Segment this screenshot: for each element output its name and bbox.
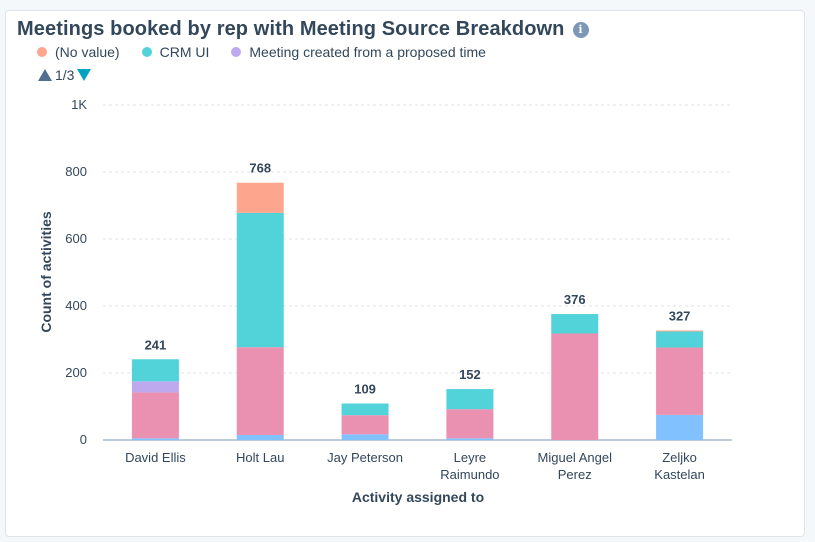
bar-segment[interactable] bbox=[236, 212, 284, 348]
bar-total-label: 376 bbox=[564, 292, 586, 307]
info-icon[interactable]: i bbox=[572, 21, 589, 38]
x-tick-label: Leyre bbox=[454, 450, 487, 465]
legend-item-no-value[interactable]: (No value) bbox=[37, 44, 120, 60]
bar-total-label: 109 bbox=[354, 381, 376, 396]
bar-total-label: 327 bbox=[669, 308, 691, 323]
bar-segment[interactable] bbox=[446, 438, 494, 440]
bar-total-label: 768 bbox=[249, 161, 271, 176]
pager-up-icon[interactable] bbox=[38, 69, 52, 81]
x-tick-label: Holt Lau bbox=[236, 450, 284, 465]
x-tick-label: Miguel Angel bbox=[538, 450, 613, 465]
x-tick-label: David Ellis bbox=[125, 450, 186, 465]
bar-segment[interactable] bbox=[236, 434, 284, 440]
pager-text: 1/3 bbox=[55, 67, 75, 83]
bar-segment[interactable] bbox=[656, 414, 704, 440]
bar-segment[interactable] bbox=[341, 434, 389, 440]
bar-segment[interactable] bbox=[131, 392, 179, 439]
y-tick-label: 0 bbox=[80, 432, 87, 447]
legend-item-crm-ui[interactable]: CRM UI bbox=[141, 44, 210, 60]
chart-card bbox=[5, 10, 805, 537]
y-tick-label: 1K bbox=[71, 97, 87, 112]
bar-segment[interactable] bbox=[236, 347, 284, 435]
x-tick-label: Jay Peterson bbox=[327, 450, 403, 465]
legend-dot-icon bbox=[231, 47, 242, 57]
legend-label: Meeting created from a proposed time bbox=[249, 44, 486, 60]
x-axis-title: Activity assigned to bbox=[352, 489, 484, 505]
bar-segment[interactable] bbox=[341, 403, 389, 416]
y-tick-label: 600 bbox=[65, 231, 87, 246]
bar-segment[interactable] bbox=[131, 381, 179, 393]
x-tick-label: Perez bbox=[558, 467, 592, 482]
bar-segment[interactable] bbox=[656, 347, 704, 415]
x-tick-label: Raimundo bbox=[440, 467, 499, 482]
legend-pager: 1/3 bbox=[38, 67, 92, 83]
bar-segment[interactable] bbox=[446, 409, 494, 439]
bar-segment[interactable] bbox=[341, 415, 389, 435]
bar-segment[interactable] bbox=[236, 182, 284, 213]
pager-down-icon[interactable] bbox=[77, 69, 92, 81]
bar-segment[interactable] bbox=[656, 331, 704, 348]
bar-total-label: 241 bbox=[145, 337, 167, 352]
bar-segment[interactable] bbox=[656, 330, 704, 332]
y-axis-title: Count of activities bbox=[38, 211, 54, 333]
legend-dot-icon bbox=[141, 47, 152, 57]
legend-dot-icon bbox=[37, 47, 47, 57]
bar-segment[interactable] bbox=[446, 389, 494, 410]
bar-segment[interactable] bbox=[131, 438, 179, 440]
y-tick-label: 400 bbox=[65, 298, 87, 313]
legend-label: CRM UI bbox=[159, 44, 210, 60]
bar-segment[interactable] bbox=[131, 359, 179, 382]
legend-label: (No value) bbox=[55, 44, 120, 60]
legend-item-proposed-time[interactable]: Meeting created from a proposed time bbox=[231, 44, 486, 60]
bar-segment[interactable] bbox=[551, 314, 599, 334]
bar-total-label: 152 bbox=[459, 367, 481, 382]
x-tick-label: Zeljko bbox=[662, 450, 697, 465]
x-tick-label: Kastelan bbox=[654, 467, 705, 482]
y-tick-label: 200 bbox=[65, 365, 87, 380]
legend: (No value) CRM UI Meeting created from a… bbox=[37, 44, 508, 60]
title-row: Meetings booked by rep with Meeting Sour… bbox=[17, 18, 589, 41]
bar-segment[interactable] bbox=[551, 333, 599, 440]
y-tick-label: 800 bbox=[65, 164, 87, 179]
chart-title: Meetings booked by rep with Meeting Sour… bbox=[17, 18, 565, 40]
